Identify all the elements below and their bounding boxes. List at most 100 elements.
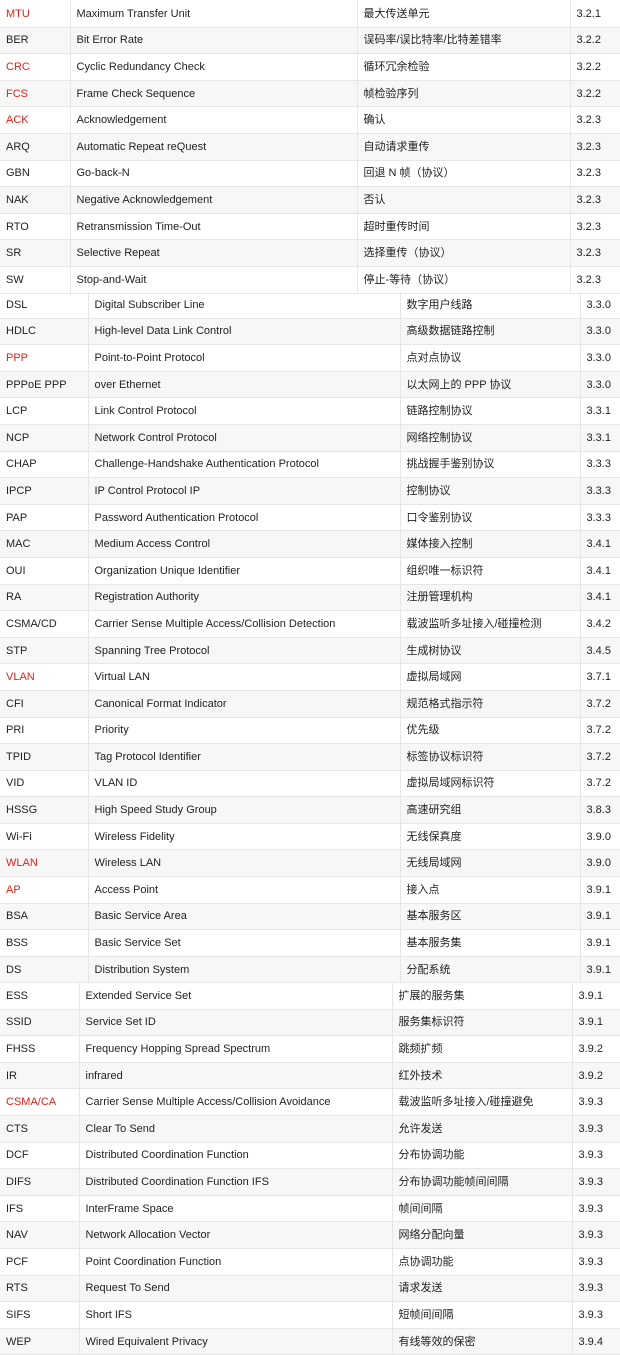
full-name-cell: Priority	[88, 717, 401, 745]
full-name-cell: Medium Access Control	[88, 530, 401, 558]
full-name-cell: Frequency Hopping Spread Spectrum	[79, 1035, 393, 1063]
full-name-cell: Distribution System	[88, 956, 401, 984]
section-cell: 3.9.3	[572, 1088, 620, 1116]
chinese-name-cell: 扩展的服务集	[392, 983, 573, 1010]
full-name-cell: IP Control Protocol IP	[88, 477, 401, 505]
section-cell: 3.2.3	[570, 106, 620, 134]
chinese-name-cell: 基本服务区	[400, 903, 581, 931]
table-row: PPP Point-to-Point Protocol 点对点协议 3.3.0	[0, 344, 620, 372]
full-name-cell: VLAN ID	[88, 770, 401, 798]
full-name-cell: Maximum Transfer Unit	[70, 1, 358, 28]
full-name-cell: Challenge-Handshake Authentication Proto…	[88, 451, 401, 479]
abbreviation-cell: SW	[0, 266, 71, 294]
table-row: DS Distribution System 分配系统 3.9.1	[0, 956, 620, 984]
chinese-name-cell: 允许发送	[392, 1115, 573, 1143]
table-row: TPID Tag Protocol Identifier 标签协议标识符 3.7.2	[0, 743, 620, 771]
table-row: NCP Network Control Protocol 网络控制协议 3.3.1	[0, 424, 620, 452]
section-cell: 3.4.2	[580, 610, 620, 638]
abbreviation-cell: IPCP	[0, 477, 89, 505]
abbreviation-cell: RTS	[0, 1275, 80, 1303]
table-row: NAK Negative Acknowledgement 否认 3.2.3	[0, 186, 620, 214]
chinese-name-cell: 挑战握手鉴别协议	[400, 451, 581, 479]
section-cell: 3.9.1	[580, 876, 620, 904]
table-row: DCF Distributed Coordination Function 分布协调…	[0, 1142, 620, 1170]
abbreviation-cell: GBN	[0, 160, 71, 188]
chinese-name-cell: 确认	[357, 106, 571, 134]
full-name-cell: Bit Error Rate	[70, 27, 358, 55]
section-cell: 3.2.3	[570, 239, 620, 267]
abbreviation-cell: CHAP	[0, 451, 89, 479]
section-cell: 3.7.2	[580, 717, 620, 745]
full-name-cell: High-level Data Link Control	[88, 318, 401, 346]
full-name-cell: Point Coordination Function	[79, 1248, 393, 1276]
section-cell: 3.7.1	[580, 663, 620, 691]
section-cell: 3.2.2	[570, 27, 620, 55]
section-cell: 3.2.3	[570, 133, 620, 161]
table-row: BSS Basic Service Set 基本服务集 3.9.1	[0, 929, 620, 957]
chinese-name-cell: 虚拟局域网	[400, 663, 581, 691]
table-row: SR Selective Repeat 选择重传（协议） 3.2.3	[0, 239, 620, 267]
table-row: ACK Acknowledgement 确认 3.2.3	[0, 106, 620, 134]
table-row: CRC Cyclic Redundancy Check 循环冗余检验 3.2.2	[0, 53, 620, 81]
abbreviation-cell: SR	[0, 239, 71, 267]
chinese-name-cell: 点协调功能	[392, 1248, 573, 1276]
chinese-name-cell: 链路控制协议	[400, 397, 581, 425]
abbreviation-cell: WLAN	[0, 849, 89, 878]
abbreviation-cell: NAV	[0, 1221, 80, 1249]
chinese-name-cell: 载波监听多址接入/碰撞检测	[400, 610, 581, 638]
full-name-cell: Carrier Sense Multiple Access/Collision …	[79, 1088, 393, 1116]
section-cell: 3.2.3	[570, 213, 620, 241]
full-name-cell: Virtual LAN	[88, 663, 401, 691]
chinese-name-cell: 接入点	[400, 876, 581, 904]
full-name-cell: over Ethernet	[88, 371, 401, 399]
section-cell: 3.9.1	[580, 956, 620, 984]
section-cell: 3.3.1	[580, 424, 620, 452]
table-row: LCP Link Control Protocol 链路控制协议 3.3.1	[0, 397, 620, 425]
abbreviation-cell: CSMA/CA	[0, 1088, 80, 1116]
abbreviation-cell: VID	[0, 770, 89, 798]
section-cell: 3.9.3	[572, 1168, 620, 1196]
table-row: STP Spanning Tree Protocol 生成树协议 3.4.5	[0, 637, 620, 665]
full-name-cell: Access Point	[88, 876, 401, 904]
chinese-name-cell: 媒体接入控制	[400, 530, 581, 558]
full-name-cell: Extended Service Set	[79, 983, 393, 1010]
abbreviation-cell: CFI	[0, 690, 89, 718]
chinese-name-cell: 误码率/误比特率/比特差错率	[357, 27, 571, 55]
table-row: NAV Network Allocation Vector 网络分配向量 3.9.3	[0, 1221, 620, 1249]
chinese-name-cell: 虚拟局域网标识符	[400, 770, 581, 798]
section-cell: 3.3.1	[580, 397, 620, 425]
section-cell: 3.4.5	[580, 637, 620, 665]
abbreviation-cell: BSA	[0, 903, 89, 931]
section-cell: 3.3.0	[580, 292, 620, 319]
table-row: PRI Priority 优先级 3.7.2	[0, 717, 620, 745]
chinese-name-cell: 标签协议标识符	[400, 743, 581, 771]
section-cell: 3.9.4	[572, 1328, 620, 1355]
full-name-cell: Link Control Protocol	[88, 397, 401, 425]
table-row: FHSS Frequency Hopping Spread Spectrum 跳频…	[0, 1035, 620, 1063]
full-name-cell: Spanning Tree Protocol	[88, 637, 401, 665]
chinese-name-cell: 有线等效的保密	[392, 1328, 573, 1355]
table-row: HDLC High-level Data Link Control 高级数据链路控制…	[0, 318, 620, 346]
chinese-name-cell: 短帧间间隔	[392, 1301, 573, 1329]
section-cell: 3.9.1	[572, 1009, 620, 1037]
chinese-name-cell: 口令鉴别协议	[400, 504, 581, 532]
section-cell: 3.9.0	[580, 849, 620, 878]
abbreviation-cell: TPID	[0, 743, 89, 771]
section-cell: 3.2.1	[570, 1, 620, 28]
section-cell: 3.9.2	[572, 1062, 620, 1090]
abbreviation-cell: DSL	[0, 292, 89, 319]
chinese-name-cell: 帧间间隔	[392, 1195, 573, 1223]
table-row: RTS Request To Send 请求发送 3.9.3	[0, 1275, 620, 1303]
table-row: CTS Clear To Send 允许发送 3.9.3	[0, 1115, 620, 1143]
full-name-cell: Wireless LAN	[88, 849, 401, 878]
chinese-name-cell: 停止-等待（协议）	[357, 266, 571, 294]
abbreviation-cell: SIFS	[0, 1301, 80, 1329]
full-name-cell: Go-back-N	[70, 160, 358, 188]
table-row: SSID Service Set ID 服务集标识符 3.9.1	[0, 1009, 620, 1037]
abbreviation-cell: HDLC	[0, 318, 89, 346]
section-cell: 3.4.1	[580, 557, 620, 585]
table-row: MTU Maximum Transfer Unit 最大传送单元 3.2.1	[0, 1, 620, 28]
section-cell: 3.3.3	[580, 451, 620, 479]
full-name-cell: Wireless Fidelity	[88, 823, 401, 851]
table-row: GBN Go-back-N 回退 N 帧（协议） 3.2.3	[0, 160, 620, 188]
